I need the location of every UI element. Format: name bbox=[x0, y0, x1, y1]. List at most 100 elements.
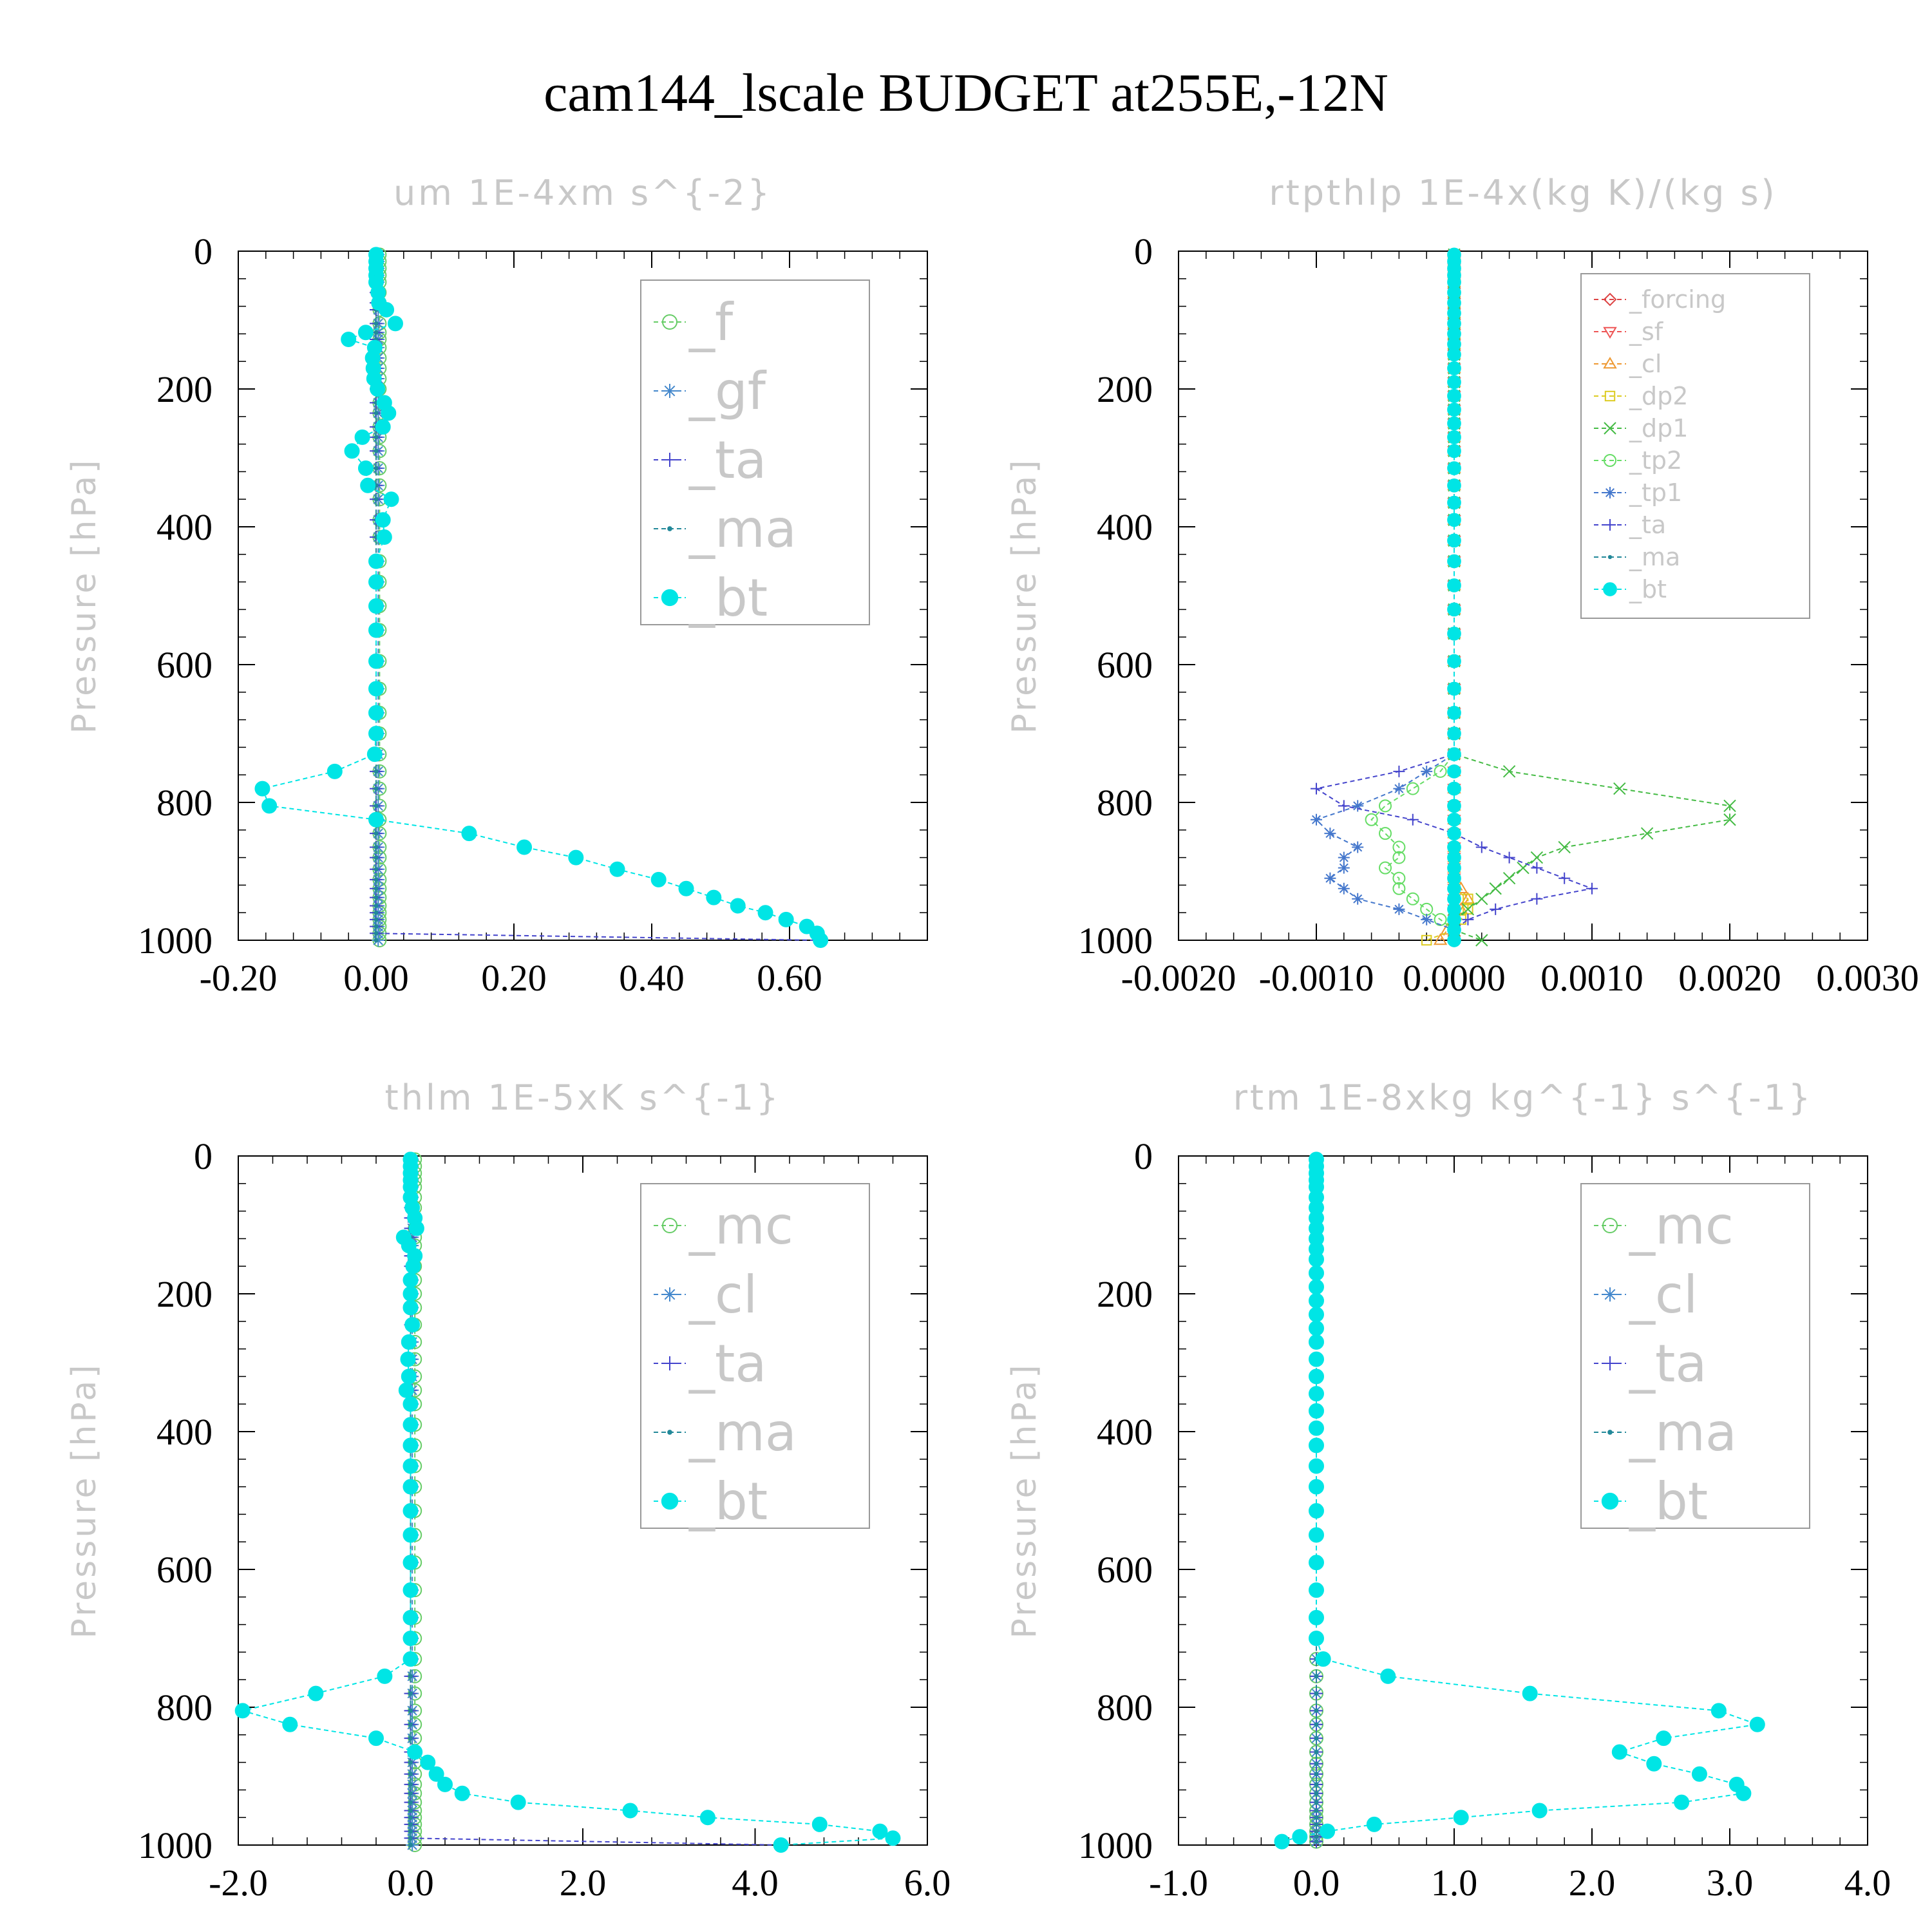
data-point-bt bbox=[402, 1458, 419, 1474]
data-point-dp2 bbox=[1463, 893, 1473, 904]
data-point-bt bbox=[428, 1766, 444, 1782]
data-point-tp2 bbox=[1379, 861, 1392, 875]
data-point-tp1 bbox=[1311, 813, 1322, 826]
legend-marker bbox=[1603, 327, 1617, 339]
data-point-ma bbox=[1314, 1722, 1319, 1727]
data-point-tp2 bbox=[1365, 813, 1378, 826]
data-point-ma bbox=[374, 831, 379, 836]
data-point-ta bbox=[1406, 813, 1419, 826]
y-axis-label: Pressure [hPa] bbox=[65, 1363, 104, 1639]
chart-panel-1: -0.20 0.00 0.20 0.40 0.60 0 200 400 600 800 1000 um… bbox=[65, 173, 928, 999]
x-tick-label: 0.0030 bbox=[1816, 957, 1919, 999]
data-point-bt bbox=[357, 460, 374, 477]
data-point-tp1 bbox=[1352, 893, 1364, 905]
data-point-bt bbox=[376, 529, 392, 545]
data-point-bt bbox=[379, 301, 395, 317]
data-point-tp1 bbox=[1324, 828, 1336, 840]
data-point-ta bbox=[1338, 800, 1350, 812]
data-point-bt bbox=[402, 1503, 419, 1519]
x-tick-label: 0.0000 bbox=[1403, 957, 1506, 999]
legend-entry-label: _bt bbox=[688, 1472, 768, 1531]
legend-entry-label: _ma bbox=[1629, 543, 1680, 571]
data-point-bt bbox=[778, 911, 794, 927]
data-point-bt bbox=[402, 1479, 419, 1495]
series-group bbox=[1311, 247, 1736, 947]
x-tick-label: 1.0 bbox=[1431, 1862, 1478, 1904]
data-point-tp2 bbox=[1392, 851, 1406, 864]
data-point-ma bbox=[374, 497, 379, 502]
legend-marker bbox=[1603, 582, 1617, 596]
y-tick-label: 600 bbox=[1097, 1549, 1153, 1591]
x-tick-label: 0.40 bbox=[619, 957, 685, 999]
legend-marker bbox=[1603, 1356, 1617, 1370]
y-tick-label: 800 bbox=[156, 1687, 213, 1728]
data-point-bt bbox=[1309, 1279, 1324, 1295]
data-point-ma bbox=[408, 1842, 413, 1848]
data-point-bt bbox=[1309, 1609, 1324, 1625]
x-tick-label: 3.0 bbox=[1707, 1862, 1754, 1904]
data-point-bt bbox=[1309, 1386, 1324, 1402]
chart-panel-2: -0.0020 -0.0010 0.0000 0.0010 0.0020 0.0030 0 2… bbox=[1005, 173, 1919, 999]
data-point-ma bbox=[1314, 1815, 1319, 1820]
data-point-bt bbox=[609, 861, 625, 877]
data-point-bt bbox=[398, 1382, 414, 1398]
data-point-ma bbox=[408, 1674, 413, 1679]
data-point-bt bbox=[401, 1334, 417, 1350]
data-point-dp1 bbox=[1502, 871, 1516, 885]
x-tick-label: 2.0 bbox=[1569, 1862, 1616, 1904]
y-tick-label: 800 bbox=[156, 782, 213, 824]
data-point-bt bbox=[1447, 654, 1461, 668]
data-point-bt bbox=[1453, 1810, 1469, 1826]
legend: _mc _cl _ta _ma _bt bbox=[1580, 1183, 1810, 1531]
legend-marker bbox=[667, 1430, 672, 1435]
data-point-ta bbox=[1393, 765, 1405, 777]
x-tick-label: -0.20 bbox=[200, 957, 278, 999]
data-point-bt bbox=[254, 781, 270, 797]
data-point-tp2 bbox=[1392, 882, 1406, 895]
data-point-bt bbox=[1531, 1803, 1548, 1819]
data-point-ma bbox=[374, 769, 379, 774]
data-point-bt bbox=[341, 331, 357, 347]
data-point-bt bbox=[1447, 764, 1461, 779]
x-tick-label: 6.0 bbox=[904, 1862, 951, 1904]
y-tick-label: 0 bbox=[194, 1135, 213, 1177]
legend-marker bbox=[1607, 1430, 1613, 1435]
data-point-bt bbox=[405, 1258, 421, 1274]
data-point-ma bbox=[374, 895, 379, 900]
legend-marker bbox=[667, 526, 672, 531]
data-point-tp2 bbox=[1392, 840, 1406, 854]
y-tick-label: 600 bbox=[1097, 644, 1153, 686]
data-point-bt bbox=[1447, 747, 1461, 761]
data-point-bt bbox=[730, 898, 746, 914]
data-point-ma bbox=[408, 1815, 413, 1820]
legend-entry-label: _mc bbox=[1629, 1196, 1734, 1256]
x-tick-label: 0.00 bbox=[343, 957, 409, 999]
data-point-dp1 bbox=[1558, 840, 1571, 854]
data-point-bt bbox=[368, 726, 384, 741]
data-point-bt bbox=[1447, 726, 1461, 741]
x-tick-label: 0.0 bbox=[387, 1862, 434, 1904]
legend-entry-label: _bt bbox=[1629, 575, 1667, 603]
series-group bbox=[254, 247, 829, 948]
panels: -0.20 0.00 0.20 0.40 0.6002004006008001000um… bbox=[65, 173, 1919, 1904]
data-point-dp1 bbox=[1475, 893, 1488, 905]
data-point-ma bbox=[1314, 1791, 1319, 1796]
data-point-bt bbox=[1274, 1833, 1290, 1850]
legend-marker bbox=[1602, 1218, 1618, 1233]
data-point-ma bbox=[1314, 1822, 1319, 1827]
data-point-bt bbox=[360, 477, 376, 493]
data-point-bt bbox=[1447, 513, 1461, 527]
data-point-dp1 bbox=[1502, 765, 1516, 778]
data-point-tp2 bbox=[1434, 764, 1447, 778]
plot-frame bbox=[1178, 1155, 1868, 1846]
data-point-bt bbox=[1309, 1582, 1324, 1598]
data-point-bt bbox=[1447, 361, 1461, 375]
legend: _forcing _sf _cl _dp2 _dp1 _tp2 _tp1 _ta _ma _bt bbox=[1580, 273, 1810, 619]
data-point-dp1 bbox=[1640, 827, 1654, 840]
data-point-bt bbox=[402, 1417, 419, 1433]
data-point-ma bbox=[374, 931, 379, 936]
data-point-bt bbox=[402, 1300, 419, 1316]
legend-marker bbox=[1604, 390, 1616, 402]
data-point-ma bbox=[408, 1722, 413, 1727]
